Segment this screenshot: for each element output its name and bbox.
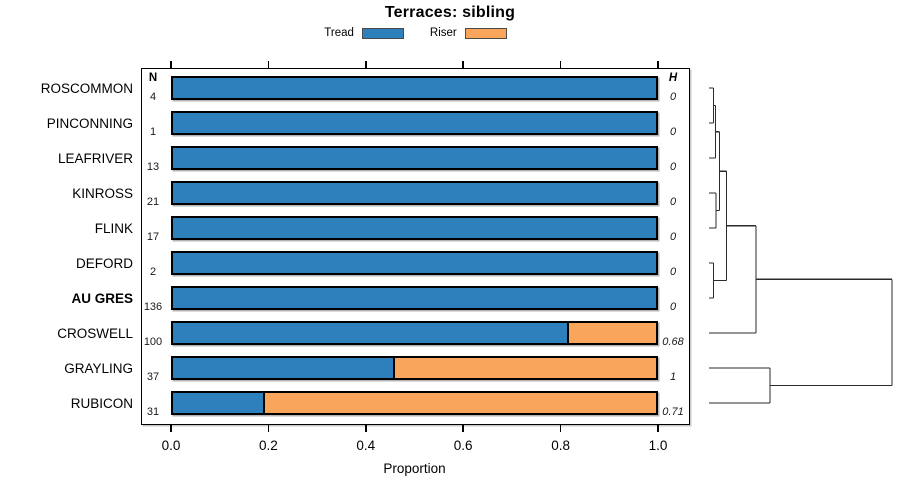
bar-leafriver: [171, 146, 658, 170]
row-label-roscommon: ROSCOMMON: [40, 80, 133, 96]
h-value-kinross: 0: [669, 196, 677, 208]
h-value-leafriver: 0: [669, 161, 677, 173]
x-tick-bottom: [267, 425, 270, 432]
x-tick-bottom: [559, 425, 562, 432]
legend-item-riser: Riser: [430, 27, 507, 39]
row-label-pinconning: PINCONNING: [46, 115, 133, 131]
bar-segment-tread: [173, 358, 396, 378]
x-tick-bottom: [462, 425, 464, 432]
row-label-au-gres: AU GRES: [71, 290, 133, 306]
bar-segment-riser: [264, 393, 656, 413]
row-label-leafriver: LEAFRIVER: [57, 150, 133, 166]
h-value-pinconning: 0: [669, 126, 677, 138]
row-label-rubicon: RUBICON: [70, 395, 133, 411]
n-column-header: N: [148, 72, 158, 84]
x-tick-bottom: [170, 425, 172, 432]
x-tick-label: 1.0: [648, 438, 668, 453]
n-value-croswell: 100: [143, 336, 163, 348]
x-tick-top: [559, 61, 562, 68]
bar-segment-tread: [173, 288, 656, 308]
n-value-leafriver: 13: [146, 161, 160, 173]
chart-title: Terraces: sibling: [384, 4, 516, 21]
bar-au-gres: [171, 286, 658, 310]
bar-deford: [171, 251, 658, 275]
bar-roscommon: [171, 76, 658, 100]
n-value-flink: 17: [146, 231, 160, 243]
legend-item-tread: Tread: [324, 27, 404, 39]
h-value-croswell: 0.68: [662, 336, 684, 348]
n-value-rubicon: 31: [146, 406, 160, 418]
legend-swatch-tread: [361, 27, 404, 39]
x-axis-title: Proportion: [383, 461, 446, 476]
h-value-grayling: 1: [669, 371, 677, 383]
bar-segment-tread: [173, 113, 656, 133]
x-tick-top: [657, 61, 659, 68]
bar-segment-tread: [173, 78, 656, 98]
x-tick-bottom: [657, 425, 659, 432]
bar-segment-tread: [173, 323, 570, 343]
h-column-header: H: [668, 72, 678, 84]
n-value-roscommon: 4: [149, 91, 157, 103]
h-value-rubicon: 0.71: [662, 406, 684, 418]
bar-segment-tread: [173, 253, 656, 273]
x-tick-top: [365, 61, 367, 68]
x-tick-label: 0.6: [453, 438, 473, 453]
x-tick-top: [267, 61, 270, 68]
bar-segment-riser: [569, 323, 656, 343]
row-label-flink: FLINK: [94, 220, 133, 236]
x-tick-top: [170, 61, 172, 68]
bar-segment-riser: [395, 358, 656, 378]
n-value-au-gres: 136: [143, 301, 163, 313]
n-value-kinross: 21: [146, 196, 160, 208]
row-label-deford: DEFORD: [76, 255, 133, 271]
x-tick-label: 0.0: [161, 438, 181, 453]
bar-segment-tread: [173, 148, 656, 168]
h-value-au-gres: 0: [669, 301, 677, 313]
bar-flink: [171, 216, 658, 240]
legend-label: Tread: [324, 27, 354, 39]
n-value-deford: 2: [149, 266, 157, 278]
x-tick-top: [462, 61, 464, 68]
bar-rubicon: [171, 391, 658, 415]
h-value-flink: 0: [669, 231, 677, 243]
x-tick-label: 0.8: [551, 438, 570, 453]
row-label-croswell: CROSWELL: [57, 325, 133, 341]
x-tick-bottom: [365, 425, 367, 432]
bar-segment-tread: [173, 218, 656, 238]
bar-segment-tread: [173, 183, 656, 203]
legend-label: Riser: [429, 27, 457, 39]
bar-kinross: [171, 181, 658, 205]
n-value-pinconning: 1: [149, 126, 157, 138]
legend-swatch-riser: [464, 27, 507, 39]
bar-pinconning: [171, 111, 658, 135]
row-label-kinross: KINROSS: [72, 185, 133, 201]
h-value-roscommon: 0: [669, 91, 677, 103]
plot-area: [141, 68, 690, 425]
bar-segment-tread: [173, 393, 265, 413]
x-tick-label: 0.4: [356, 438, 376, 453]
x-tick-label: 0.2: [259, 438, 278, 453]
h-value-deford: 0: [669, 266, 677, 278]
legend: Tread Riser: [141, 25, 690, 41]
bar-grayling: [171, 356, 658, 380]
row-label-grayling: GRAYLING: [64, 360, 133, 376]
bar-croswell: [171, 321, 658, 345]
n-value-grayling: 37: [146, 371, 160, 383]
